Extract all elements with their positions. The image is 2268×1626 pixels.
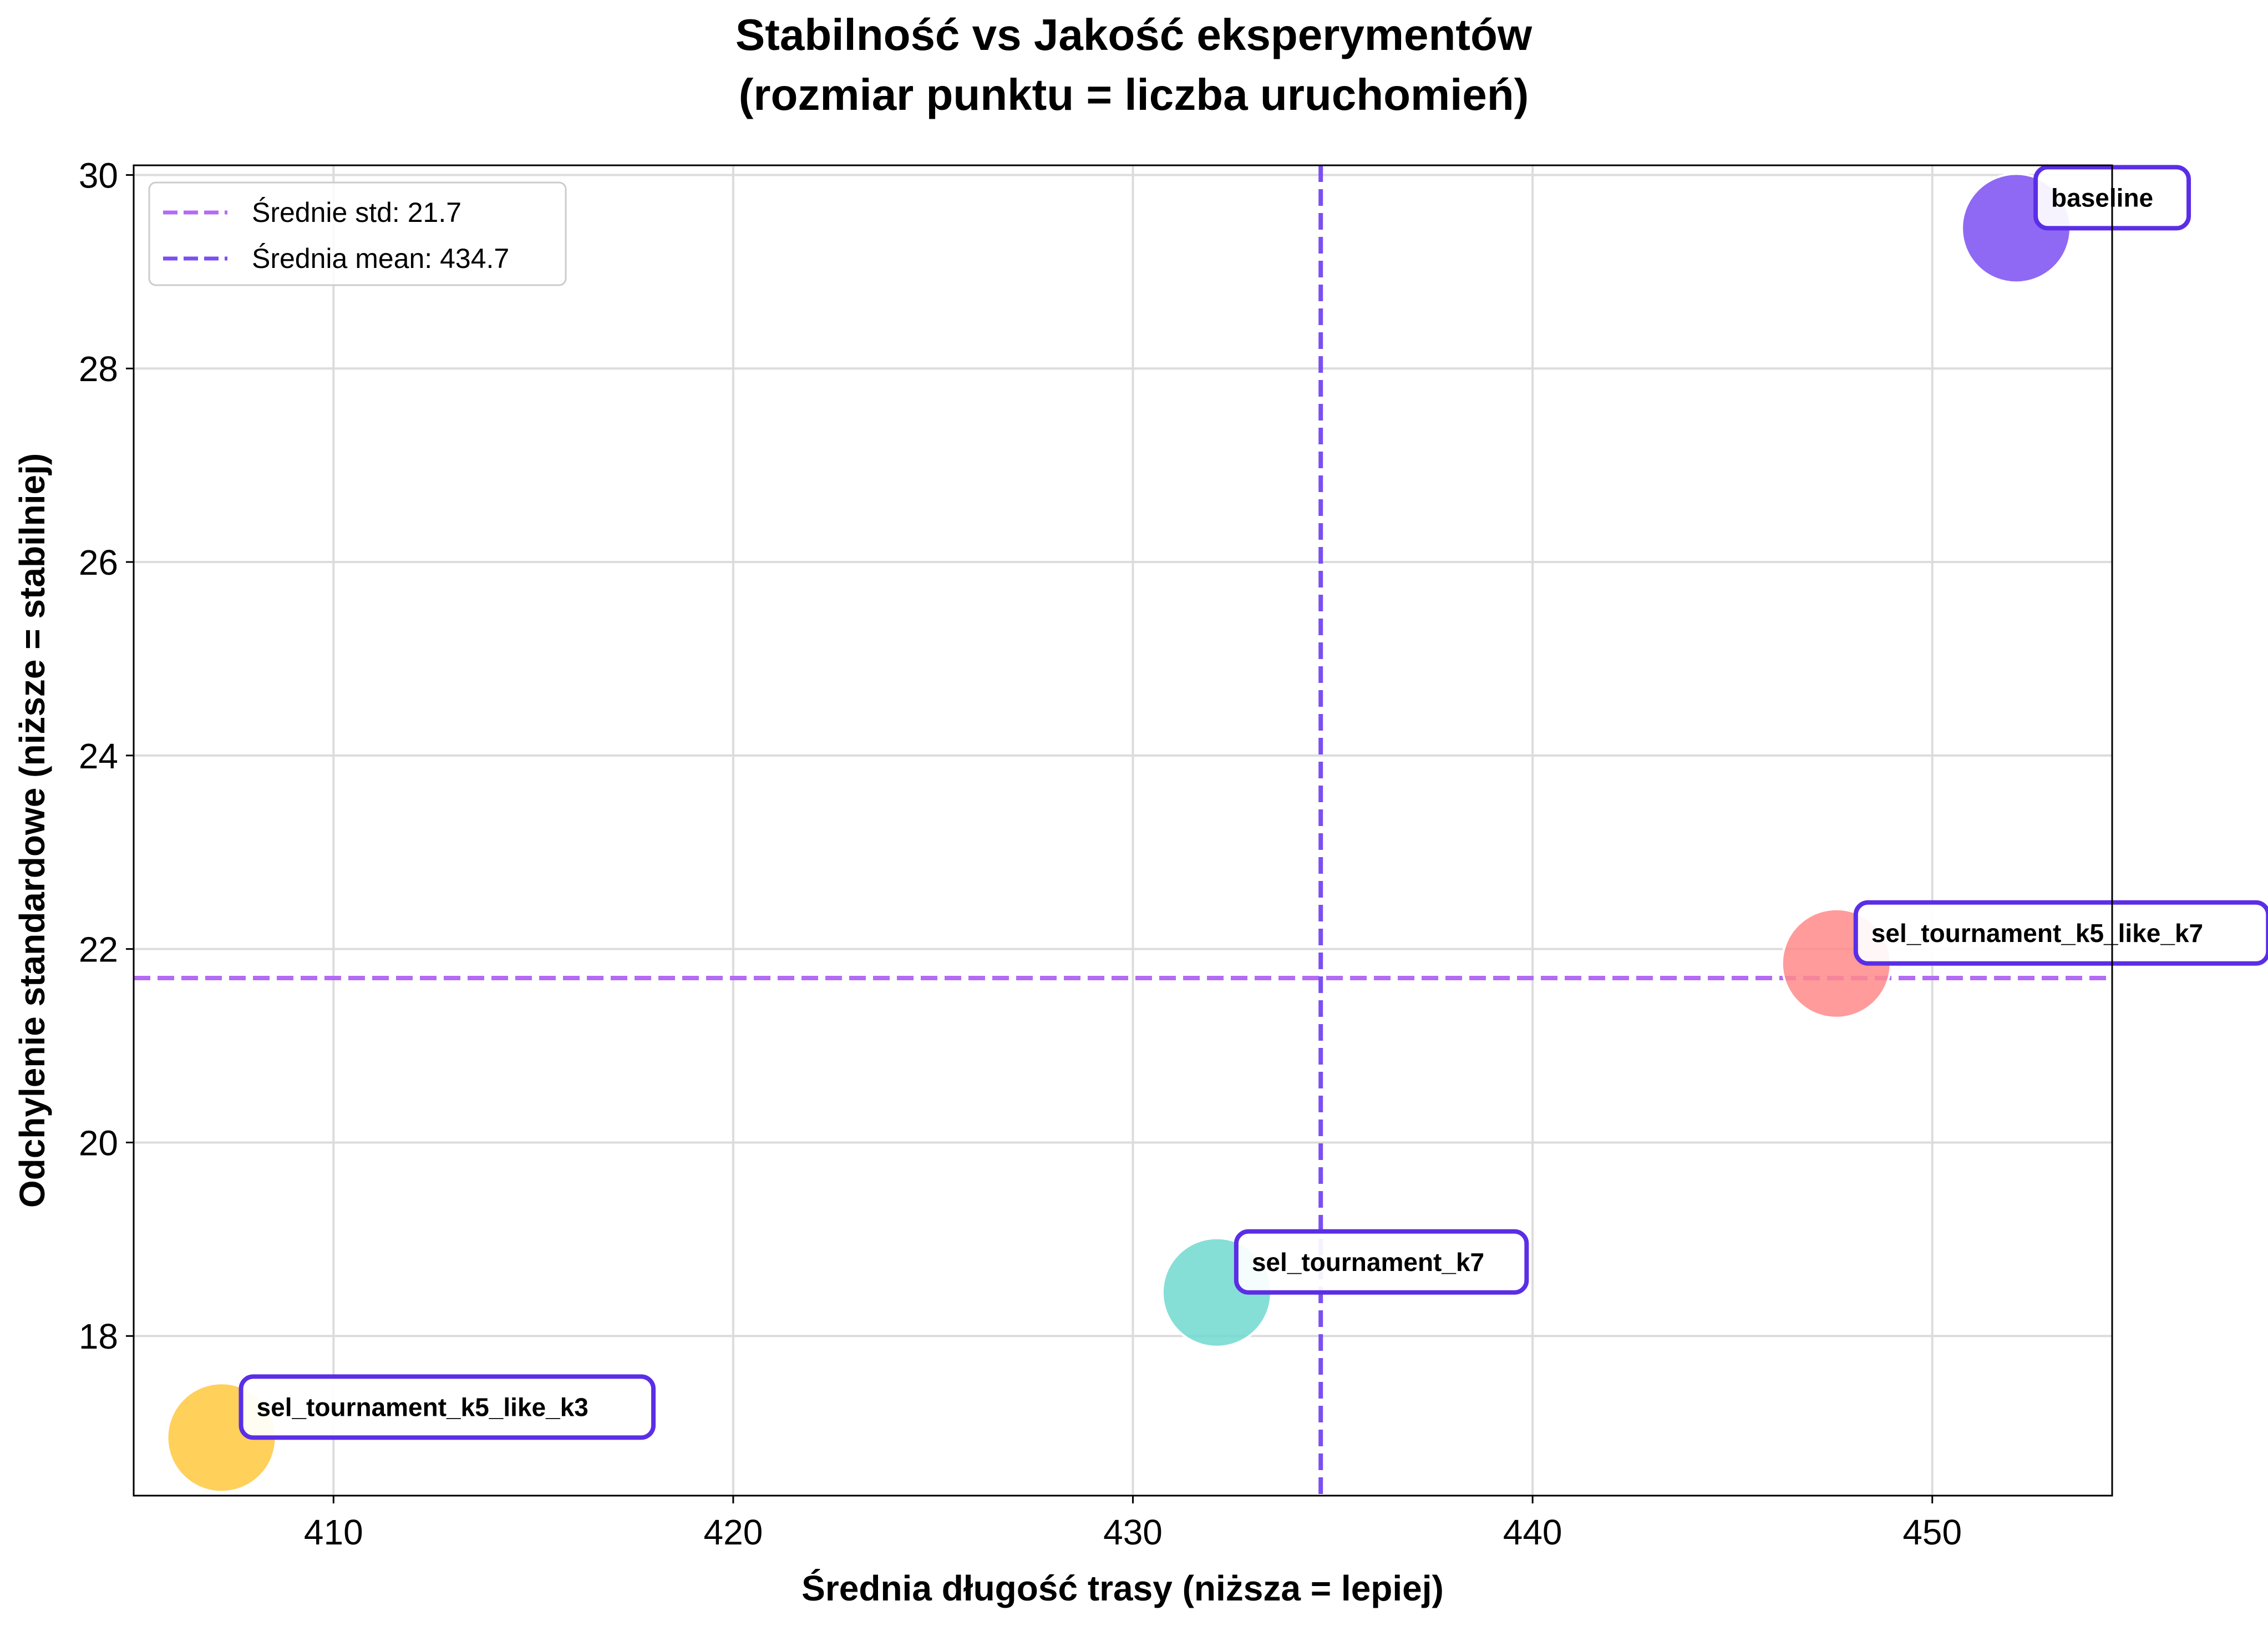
y-tick-label: 22 [79, 930, 118, 970]
point-label: sel_tournament_k5_like_k3 [257, 1392, 588, 1421]
y-tick-label: 18 [79, 1316, 118, 1356]
y-tick-label: 20 [79, 1123, 118, 1163]
y-tick-label: 26 [79, 543, 118, 582]
y-axis-ticks: 18 20 22 24 26 28 30 [79, 155, 134, 1356]
y-axis-label: Odchylenie standardowe (niższe = stabiln… [12, 453, 52, 1208]
point-label-box [239, 1374, 656, 1440]
chart-title-line-2: (rozmiar punktu = liczba uruchomień) [739, 70, 1529, 119]
point-label: sel_tournament_k7 [1252, 1248, 1484, 1277]
plot-frame [133, 164, 2113, 1497]
point-label: sel_tournament_k5_like_k7 [1871, 919, 2203, 948]
point-label-box [1234, 1229, 1529, 1295]
legend-label-mean-std: Średnie std: 21.7 [252, 196, 461, 228]
grid-lines [134, 165, 2112, 1496]
x-axis-ticks: 410 420 430 440 450 [304, 1496, 1962, 1552]
point-label: baseline [2051, 183, 2153, 212]
legend-box [148, 181, 567, 286]
x-axis-label: Średnia długość trasy (niższa = lepiej) [801, 1568, 1444, 1608]
y-tick-label: 28 [79, 349, 118, 389]
x-tick-label: 410 [304, 1512, 363, 1552]
point-labels: baseline sel_tournament_k5_like_k7 sel_tou… [239, 165, 2268, 1440]
x-tick-label: 430 [1103, 1512, 1163, 1552]
legend: Średnie std: 21.7 Średnia mean: 434.7 [148, 181, 567, 286]
x-tick-label: 450 [1902, 1512, 1962, 1552]
legend-label-mean-length: Średnia mean: 434.7 [252, 242, 509, 274]
point-label-box [1853, 900, 2268, 966]
x-tick-label: 440 [1503, 1512, 1562, 1552]
chart-title-line-1: Stabilność vs Jakość eksperymentów [735, 10, 1533, 59]
y-tick-label: 30 [79, 155, 118, 195]
y-tick-label: 24 [79, 736, 118, 776]
x-tick-label: 420 [704, 1512, 763, 1552]
